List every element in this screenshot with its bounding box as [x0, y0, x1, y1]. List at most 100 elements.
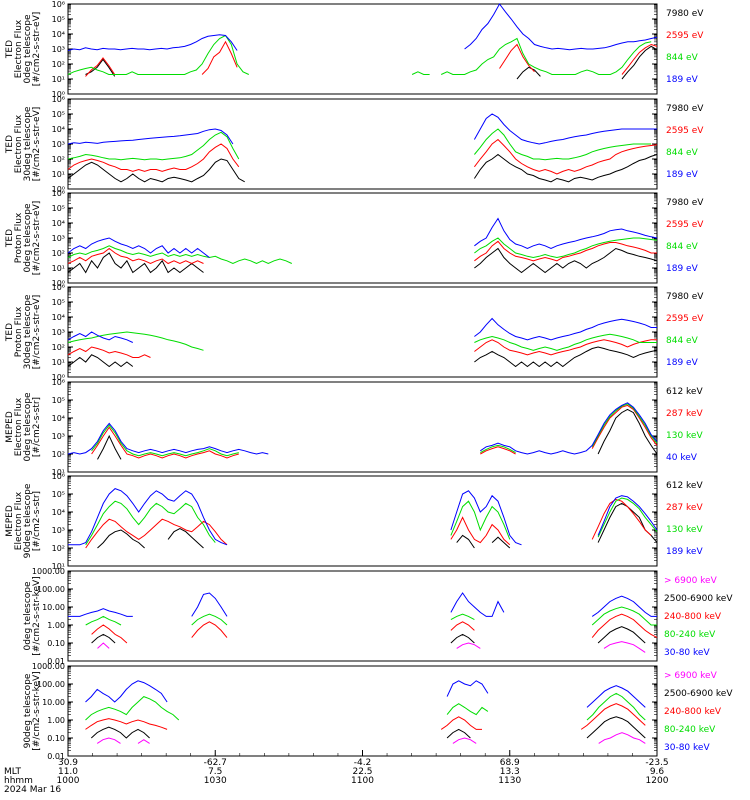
panel-frame	[67, 192, 658, 284]
legend-entry: 612 keV	[666, 387, 703, 397]
y-tick-label: 10¹	[52, 75, 65, 84]
y-axis-label: Electron Flux	[14, 19, 24, 78]
series-line-3	[85, 692, 646, 721]
series-line-4	[85, 680, 646, 708]
legend-entry: 130 keV	[666, 525, 703, 535]
series-line-0	[67, 247, 658, 274]
series-line-2	[85, 497, 658, 546]
y-axis-label: TED	[5, 135, 15, 154]
panel-frame	[67, 570, 658, 662]
y-tick-label: 10⁴	[52, 125, 65, 134]
y-axis-label: 0deg telescope	[23, 392, 33, 462]
y-tick-label: 1000.00	[32, 567, 65, 576]
y-tick-label: 0.01	[47, 752, 65, 761]
legend-entry: 80-240 keV	[664, 725, 716, 735]
y-tick-label: 0.10	[47, 734, 65, 743]
series-line-2	[67, 128, 652, 161]
y-axis-label: Proton Flux	[14, 306, 24, 357]
x-tick-label: 1130	[498, 776, 521, 786]
series-line-1	[91, 404, 658, 459]
y-axis-label: 0deg telescope	[23, 581, 33, 651]
y-tick-label: 10¹	[52, 468, 65, 477]
y-tick-label: 0.10	[47, 639, 65, 648]
y-tick-label: 10¹	[52, 170, 65, 179]
legend-entry: 240-800 keV	[664, 612, 722, 622]
series-line-3	[68, 488, 658, 546]
panel-meped-electron-90deg: 10¹ 10² 10³ 10⁴ 10⁵ 10⁶ MEPED Electron Flux 90de…	[5, 472, 703, 571]
legend-entry: 2500-6900 keV	[664, 689, 733, 699]
y-axis-label: 0deg telescope	[23, 14, 33, 84]
x-row-label: hhmm	[4, 776, 33, 786]
series-line-2	[67, 237, 658, 265]
y-tick-label: 100.00	[37, 680, 65, 689]
series-line-3	[67, 3, 658, 51]
series-line-1	[85, 498, 652, 549]
series-line-0	[97, 641, 646, 653]
legend-entry: 2595 eV	[666, 126, 704, 136]
y-tick-label: 10.00	[42, 603, 65, 612]
panel-meped-electron-0deg: 10¹ 10² 10³ 10⁴ 10⁵ 10⁶ MEPED Electron Flux 0deg…	[5, 378, 703, 477]
y-tick-label: 10⁵	[52, 15, 65, 24]
series-line-3	[67, 317, 657, 343]
y-tick-label: 10¹	[52, 358, 65, 367]
panel-frame	[67, 98, 658, 190]
legend-entry: 2595 eV	[666, 31, 704, 41]
y-tick-label: 10⁵	[52, 396, 65, 405]
y-tick-label: 10³	[52, 45, 65, 54]
y-tick-label: 10⁵	[52, 490, 65, 499]
legend-entry: 2595 eV	[666, 220, 704, 230]
y-tick-label: 10²	[52, 60, 65, 69]
y-axis-label: [#/cm2-s-str-eV]	[32, 12, 42, 87]
series-line-3	[67, 402, 658, 455]
legend-entry: 844 eV	[666, 336, 699, 346]
y-tick-label: 10⁴	[52, 508, 65, 517]
y-tick-label: 0.01	[47, 657, 65, 666]
panel-ted-electron-0deg: 10⁰ 10¹ 10² 10³ 10⁴ 10⁵ 10⁶ TED Electron Flux 0de…	[5, 0, 704, 99]
series-line-2	[67, 34, 652, 75]
y-axis-label: 30deg telescope	[23, 106, 33, 181]
legend-entry: 189 eV	[666, 264, 699, 274]
y-tick-label: 10⁰	[52, 279, 65, 288]
y-tick-label: 10²	[52, 343, 65, 352]
y-axis-label: Electron Flux	[14, 114, 24, 173]
legend-entry: 287 keV	[666, 503, 703, 513]
x-tick-label: 68.9	[500, 758, 520, 768]
legend-entry: 844 eV	[666, 53, 699, 63]
panel-frame	[67, 381, 658, 473]
x-tick-label: -23.5	[645, 758, 668, 768]
x-tick-label: 13.3	[500, 767, 520, 777]
y-tick-label: 10⁰	[52, 373, 65, 382]
date-label: 2024 Mar 16	[4, 785, 61, 795]
x-tick-label: 11.0	[58, 767, 78, 777]
legend-entry: 844 eV	[666, 148, 699, 158]
y-tick-label: 10⁶	[52, 95, 65, 104]
y-axis-label: [#/cm2-s-str-keV]	[32, 576, 42, 655]
y-tick-label: 1000.00	[32, 662, 65, 671]
legend-entry: 287 keV	[666, 409, 703, 419]
y-tick-label: 10¹	[52, 264, 65, 273]
series-line-2	[91, 613, 658, 644]
series-line-2	[67, 331, 657, 351]
legend-entry: 80-240 keV	[664, 630, 716, 640]
series-line-0	[85, 45, 658, 80]
y-axis-label: TED	[5, 323, 15, 342]
series-line-3	[67, 113, 657, 145]
y-axis-label: TED	[5, 40, 15, 59]
panel-frame	[67, 286, 658, 378]
series-line-0	[97, 408, 658, 460]
y-tick-label: 10²	[52, 450, 65, 459]
y-axis-label: 90deg telescope	[23, 483, 33, 558]
y-axis-label: Electron Flux	[14, 491, 24, 550]
legend-entry: > 6900 keV	[664, 671, 718, 681]
panel-frame	[67, 475, 658, 567]
y-tick-label: 100.00	[37, 585, 65, 594]
series-line-2	[85, 703, 646, 730]
y-tick-label: 10⁶	[52, 283, 65, 292]
y-tick-label: 10⁵	[52, 298, 65, 307]
legend-entry: 612 keV	[666, 481, 703, 491]
y-axis-label: [#/cm2-s-str-eV]	[32, 107, 42, 182]
legend-entry: 240-800 keV	[664, 707, 722, 717]
y-axis-label: 90deg telescope	[23, 673, 33, 748]
x-tick-label: 22.5	[352, 767, 372, 777]
